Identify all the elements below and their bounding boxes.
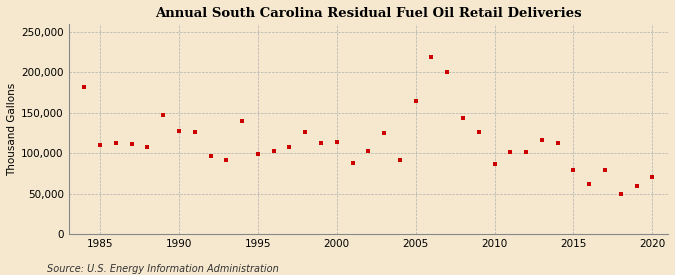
Point xyxy=(379,131,389,135)
Point xyxy=(237,119,248,123)
Point xyxy=(173,129,184,134)
Point xyxy=(268,148,279,153)
Point xyxy=(284,145,295,150)
Point xyxy=(505,149,516,154)
Point xyxy=(584,182,595,186)
Point xyxy=(347,161,358,165)
Point xyxy=(95,143,105,147)
Point xyxy=(111,141,122,146)
Point xyxy=(631,184,642,188)
Point xyxy=(316,141,327,145)
Point xyxy=(442,70,453,75)
Point xyxy=(599,168,610,172)
Point xyxy=(616,191,626,196)
Point xyxy=(537,138,547,142)
Point xyxy=(552,141,563,145)
Point xyxy=(363,148,374,153)
Y-axis label: Thousand Gallons: Thousand Gallons xyxy=(7,82,17,175)
Point xyxy=(647,174,657,179)
Point xyxy=(126,142,137,147)
Point xyxy=(142,144,153,149)
Point xyxy=(426,55,437,59)
Point xyxy=(331,140,342,144)
Point xyxy=(221,157,232,162)
Point xyxy=(252,152,263,156)
Title: Annual South Carolina Residual Fuel Oil Retail Deliveries: Annual South Carolina Residual Fuel Oil … xyxy=(155,7,582,20)
Point xyxy=(158,113,169,117)
Point xyxy=(394,158,405,163)
Point xyxy=(300,130,310,134)
Text: Source: U.S. Energy Information Administration: Source: U.S. Energy Information Administ… xyxy=(47,264,279,274)
Point xyxy=(568,168,578,172)
Point xyxy=(520,150,531,155)
Point xyxy=(190,130,200,134)
Point xyxy=(205,154,216,159)
Point xyxy=(473,130,484,134)
Point xyxy=(79,85,90,89)
Point xyxy=(410,99,421,104)
Point xyxy=(489,161,500,166)
Point xyxy=(458,116,468,121)
